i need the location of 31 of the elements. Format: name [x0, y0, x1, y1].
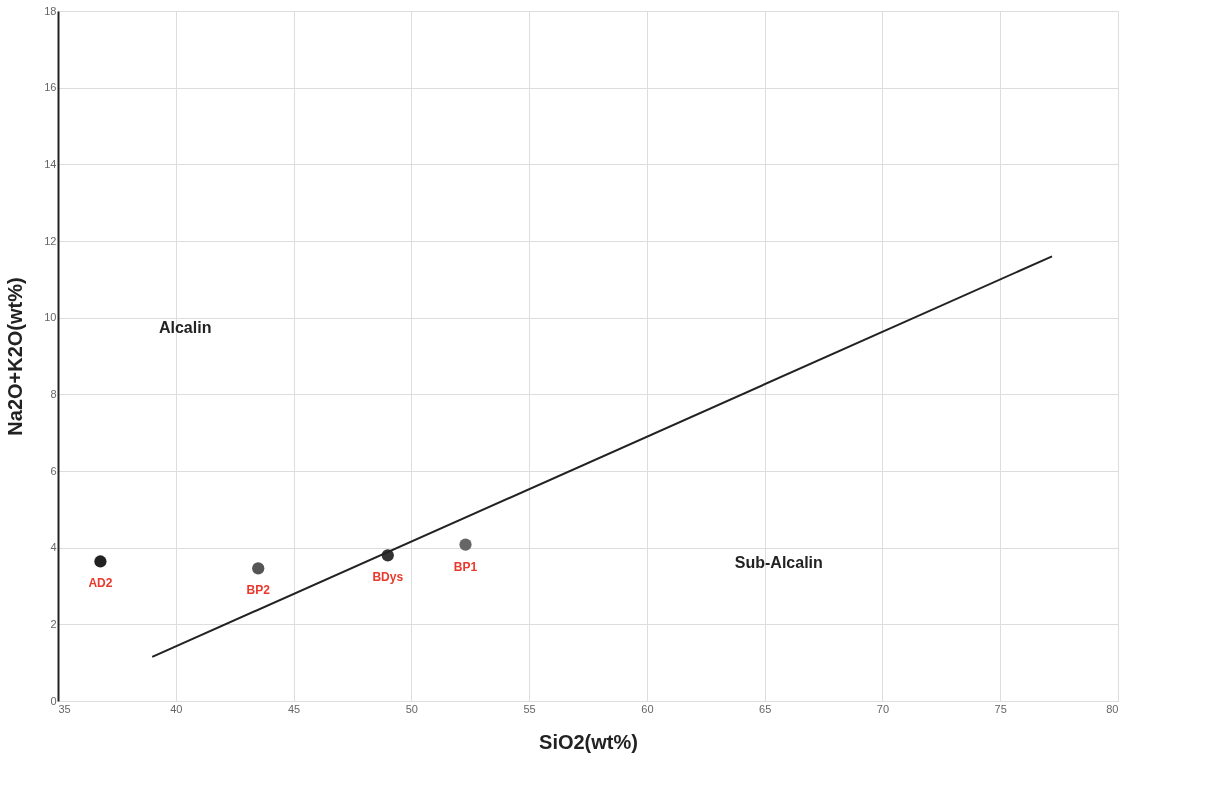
- x-tick-label: 50: [405, 702, 418, 715]
- y-tick-label: 2: [50, 617, 57, 630]
- y-tick-label: 0: [50, 694, 57, 707]
- x-tick-label: 75: [994, 702, 1007, 715]
- annotation: Alcalin: [158, 319, 212, 337]
- y-axis-title: Na2O+K2O(wt%): [4, 277, 27, 436]
- x-tick-label: 70: [876, 702, 890, 715]
- x-tick-label: 35: [58, 702, 71, 715]
- x-tick-label: 65: [759, 702, 772, 715]
- x-tick-label: 60: [641, 702, 654, 715]
- x-tick-label: 55: [523, 702, 536, 715]
- data-label: BP1: [453, 559, 478, 574]
- data-label: AD2: [88, 576, 113, 591]
- data-label: BDys: [372, 570, 404, 585]
- x-axis-title: SiO2(wt%): [539, 730, 638, 753]
- x-tick-label: 45: [287, 702, 301, 715]
- y-tick-label: 10: [44, 311, 57, 324]
- x-tick-label: 40: [170, 702, 183, 715]
- x-tick-label: 80: [1106, 702, 1119, 715]
- y-tick-label: 18: [44, 4, 57, 17]
- y-tick-label: 4: [50, 541, 57, 554]
- y-tick-label: 16: [44, 81, 57, 94]
- annotation: Sub-Alcalin: [734, 554, 823, 571]
- point: [252, 562, 265, 575]
- y-tick-label: 8: [50, 387, 57, 400]
- data-label: BP2: [246, 583, 271, 598]
- point: [94, 555, 107, 568]
- y-tick-label: 6: [50, 464, 57, 477]
- y-tick-label: 12: [44, 234, 57, 247]
- y-tick-label: 14: [44, 157, 57, 170]
- point: [459, 538, 472, 551]
